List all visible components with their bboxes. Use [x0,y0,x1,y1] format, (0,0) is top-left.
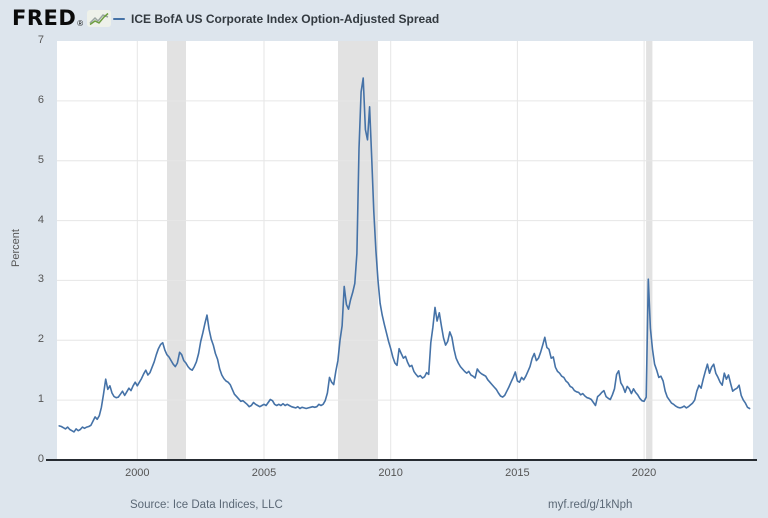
plot-area [57,41,753,460]
x-tick-label: 2015 [505,467,530,479]
fred-logo-sparkline-icon [87,9,112,27]
x-tick-label: 2010 [378,467,403,479]
y-tick-label: 3 [37,273,44,286]
y-tick-label: 6 [37,93,44,106]
x-tick-label: 2000 [125,467,150,479]
legend-series-label: ICE BofA US Corporate Index Option-Adjus… [131,12,440,26]
registered-trademark-symbol: ® [77,19,84,28]
fred-logo[interactable]: FRED ® [12,6,112,30]
chart-canvas [57,41,753,460]
data-line [58,77,751,433]
y-tick-label: 4 [37,213,44,226]
y-tick-label: 1 [37,393,44,406]
source-text: Source: Ice Data Indices, LLC [130,499,283,511]
chart-legend: ICE BofA US Corporate Index Option-Adjus… [113,12,439,26]
fred-logo-text: FRED [12,6,77,30]
recession-band [646,41,653,460]
y-tick-label: 2 [37,333,44,346]
x-axis-tick-labels: 2000 2005 2010 2015 2020 [0,467,768,481]
recession-band [338,41,378,460]
y-tick-label: 0 [37,453,44,465]
x-tick-label: 2005 [251,467,277,479]
legend-line-swatch [113,18,125,20]
recession-band [167,41,186,460]
y-tick-label: 7 [37,34,44,46]
x-tick-label: 2020 [631,467,657,479]
x-axis-line [46,459,757,461]
y-tick-label: 5 [37,153,44,166]
share-link[interactable]: myf.red/g/1kNph [548,499,633,511]
y-axis-tick-labels: 0 1 2 3 4 5 6 7 [0,34,50,465]
